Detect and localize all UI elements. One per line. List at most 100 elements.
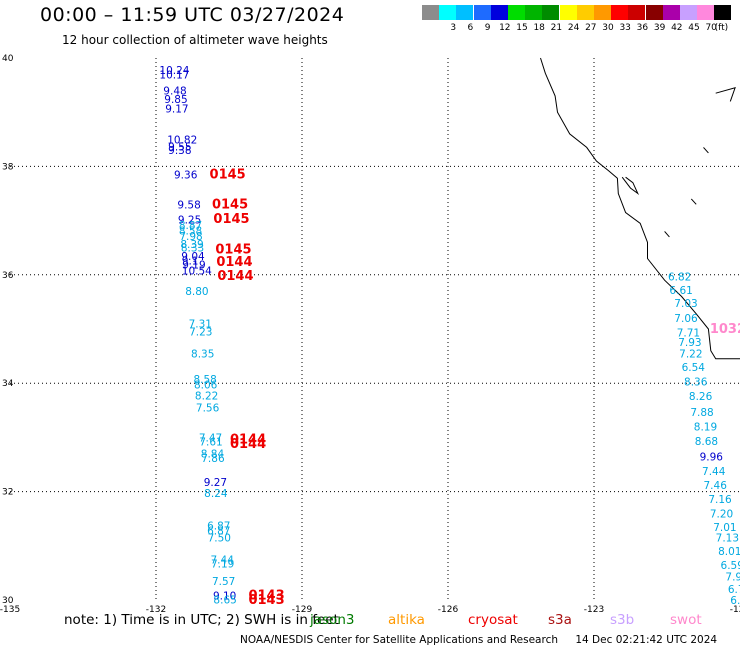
- inland-lake-outline: [715, 87, 736, 102]
- timestamp: 14 Dec 02:21:42 UTC 2024: [575, 634, 718, 646]
- longitude-tick-label: -129: [292, 605, 313, 615]
- credit-line: NOAA/NESDIS Center for Satellite Applica…: [240, 634, 731, 646]
- color-swatch-label: 70: [705, 23, 717, 33]
- wave-height-label: 8.84: [201, 449, 225, 461]
- color-swatch: [662, 5, 680, 20]
- coastline: [540, 57, 740, 360]
- wave-height-label: 7.86: [201, 453, 225, 465]
- wave-height-label: 7.61: [199, 437, 222, 449]
- wave-height-label: 10.82: [167, 134, 197, 146]
- axis-ticks: -135 -132 -129 -126 -123 -120 40 38 36 34 32 30: [0, 54, 740, 615]
- wave-height-label: 7.9: [725, 572, 740, 584]
- color-swatch-label: 18: [533, 23, 545, 33]
- color-swatch: [508, 5, 525, 20]
- wave-height-label: 7.01: [713, 522, 736, 534]
- color-swatch-label: 9: [484, 23, 491, 33]
- pass-time-label: 0143: [248, 593, 284, 608]
- wave-height-label: 7.71: [677, 327, 700, 339]
- color-swatch: [645, 5, 663, 20]
- credit-text: NOAA/NESDIS Center for Satellite Applica…: [240, 634, 558, 646]
- pass-time-label: 0145: [215, 242, 251, 257]
- wave-height-label: 9.96: [700, 451, 724, 463]
- wave-height-label: 8.22: [195, 391, 218, 403]
- satellite-legend-cryosat: cryosat: [468, 612, 518, 628]
- pass-time-label: 1032: [710, 322, 740, 337]
- wave-height-label: 7.23: [189, 327, 212, 339]
- latitude-tick-label: 32: [2, 488, 13, 498]
- pass-time-label: 0145: [212, 197, 248, 212]
- longitude-tick-label: -120: [730, 605, 740, 615]
- wave-height-label: 6.54: [682, 362, 706, 374]
- color-swatch-label: 39: [653, 23, 666, 33]
- units-note: note: 1) Time is in UTC; 2) SWH is in fe…: [64, 612, 339, 628]
- wave-height-label: 7.22: [679, 348, 702, 360]
- longitude-tick-label: -132: [146, 605, 166, 615]
- wave-height-label: 6.61: [669, 285, 692, 297]
- latitude-tick-label: 30: [2, 596, 14, 606]
- color-swatch: [559, 5, 577, 20]
- color-swatch: [456, 5, 474, 20]
- longitude-tick-label: -126: [438, 605, 459, 615]
- longitude-tick-label: -123: [584, 605, 604, 615]
- color-swatch-label: 33: [619, 23, 631, 33]
- wave-height-label: 7.50: [208, 533, 231, 545]
- wave-height-label: 9.25: [178, 215, 201, 227]
- wave-height-label: 7.20: [710, 508, 733, 520]
- san-francisco-bay-outline: [621, 176, 640, 196]
- pass-time-label: 0144: [217, 269, 253, 284]
- color-swatch: [628, 5, 646, 20]
- wave-height-label: 6.82: [668, 271, 691, 283]
- wave-height-label: 7.47: [199, 432, 222, 444]
- wave-height-label: 7.13: [716, 533, 739, 545]
- wave-height-label: 8.26: [689, 391, 713, 403]
- wave-height-label: 9.1: [182, 256, 199, 268]
- wave-height-label: 7.19: [211, 559, 234, 571]
- color-swatch-label: 6: [467, 23, 474, 33]
- color-swatch: [611, 5, 629, 20]
- wave-height-label: 9.27: [204, 477, 227, 489]
- color-scale-unit: (ft): [714, 23, 729, 33]
- color-swatch: [542, 5, 560, 20]
- color-swatch: [525, 5, 543, 20]
- satellite-legend-swot: swot: [670, 612, 702, 628]
- color-swatch: [697, 5, 715, 20]
- wave-height-label: 8.01: [718, 546, 740, 558]
- color-swatch: [473, 5, 491, 20]
- wave-height-label: 9.85: [164, 94, 187, 106]
- wave-height-label: 7.31: [189, 319, 212, 331]
- color-swatch-label: 27: [585, 23, 597, 33]
- wave-height-label: 7.56: [196, 403, 220, 415]
- satellite-legend-s3b: s3b: [610, 612, 635, 628]
- pass-time-label: 0144: [230, 437, 266, 452]
- latitude-tick-label: 40: [2, 54, 14, 64]
- pass-time-label: 0145: [210, 168, 246, 183]
- wave-height-label: 8.58: [179, 225, 202, 237]
- wave-height-label: 7.16: [708, 494, 732, 506]
- coastline-california: [540, 57, 740, 360]
- wave-height-label: 8.68: [695, 436, 718, 448]
- color-swatch-label: 45: [688, 23, 700, 33]
- latitude-tick-label: 36: [2, 271, 14, 281]
- color-swatch-label: 12: [499, 23, 511, 33]
- wave-height-label: 7.98: [179, 231, 202, 243]
- map-grid: [10, 58, 740, 600]
- page-title: 00:00 – 11:59 UTC 03/27/2024: [40, 4, 345, 26]
- color-swatch: [594, 5, 611, 20]
- pass-time-label: 0143: [248, 589, 284, 604]
- pass-time-label: 0144: [230, 433, 266, 448]
- wave-height-label: 8.80: [185, 286, 208, 298]
- wave-height-label: 8.33: [181, 243, 204, 255]
- color-swatch-label: 21: [550, 23, 563, 33]
- wave-height-label: 6.87: [207, 521, 230, 533]
- wave-height-label: 8.06: [194, 379, 218, 391]
- color-swatch-label: 24: [567, 23, 580, 33]
- wave-height-label: 8.36: [684, 377, 708, 389]
- wave-height-label: 7.06: [674, 313, 698, 325]
- inland-lake-outline: [703, 147, 709, 154]
- map-background: [10, 58, 740, 600]
- wave-height-label: 10.17: [159, 69, 189, 81]
- wave-height-label: 9.36: [174, 170, 198, 182]
- wave-height-label: 9.19: [182, 260, 205, 272]
- wave-height-label: 7.93: [678, 337, 701, 349]
